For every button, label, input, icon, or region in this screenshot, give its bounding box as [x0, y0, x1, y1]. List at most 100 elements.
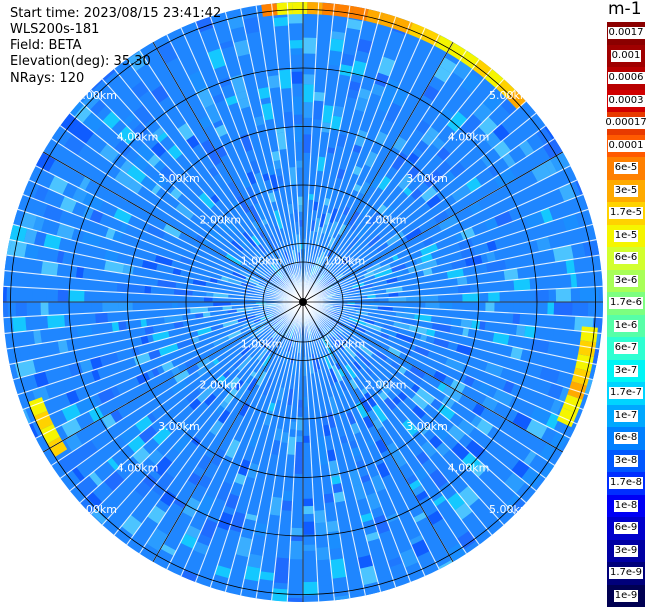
legend-entry-label: 1.7e-7 [608, 387, 644, 400]
range-gate [435, 160, 452, 177]
edge-gate [276, 2, 293, 16]
range-gate [327, 530, 342, 550]
ray-gap [302, 301, 480, 546]
range-gate [51, 125, 61, 139]
legend-entry: 1e-8 [607, 494, 645, 517]
range-gate [131, 346, 141, 357]
range-gate [186, 152, 201, 167]
ray-gap [302, 301, 547, 479]
range-gate [338, 380, 348, 392]
range-gate [397, 391, 408, 402]
range-gate [329, 547, 344, 561]
range-gate [515, 482, 530, 498]
range-gate [303, 134, 312, 153]
range-gate [68, 289, 85, 302]
range-gate [323, 212, 332, 226]
range-gate [390, 191, 409, 210]
legend-entry: 1e-5 [607, 224, 645, 247]
range-gate [181, 57, 197, 69]
range-gate [472, 462, 488, 478]
range-gate [376, 237, 387, 247]
range-gate [476, 418, 494, 436]
range-gate [354, 50, 370, 64]
range-gate [457, 394, 478, 412]
range-gate [453, 217, 473, 234]
range-gate [233, 162, 248, 182]
range-gate [2, 286, 7, 302]
legend-entry-label: 6e-6 [613, 252, 639, 265]
range-gate [89, 99, 107, 116]
range-gate [409, 365, 426, 380]
range-gate [549, 431, 569, 451]
ray-gap [302, 165, 571, 303]
range-gate [313, 264, 324, 282]
range-gate [376, 159, 393, 179]
range-gate [209, 419, 224, 436]
range-gate [541, 462, 555, 479]
range-gate [317, 251, 326, 266]
range-gate [79, 359, 94, 374]
range-gate [33, 329, 42, 345]
range-gate [493, 401, 506, 416]
range-gate [503, 268, 519, 281]
range-gate [323, 230, 330, 241]
range-gate [146, 224, 166, 240]
range-gate [277, 251, 288, 268]
range-gate [166, 484, 181, 497]
edge-gate [394, 17, 413, 34]
range-gate [478, 116, 498, 136]
range-gate [456, 276, 468, 286]
range-gate [433, 370, 447, 383]
azimuth-spoke [152, 301, 304, 562]
range-gate [392, 355, 402, 364]
range-gate [308, 194, 315, 201]
range-gate [334, 328, 348, 341]
range-gate [339, 64, 354, 77]
range-gate [237, 97, 251, 110]
range-gate [262, 378, 274, 396]
range-gate [151, 367, 160, 378]
range-gate [203, 393, 217, 407]
range-gate [303, 498, 314, 507]
range-gate [383, 396, 397, 411]
legend-entry-label: 6e-8 [613, 432, 639, 445]
ray-gap [302, 179, 578, 303]
range-gate [243, 302, 250, 306]
range-gate [349, 285, 366, 292]
ray-gap [302, 68, 493, 303]
range-gate [270, 250, 282, 267]
range-gate [359, 181, 371, 196]
range-gate [188, 397, 202, 411]
range-gate [389, 447, 408, 468]
ray-gap [302, 301, 397, 588]
range-gate [562, 213, 580, 232]
range-gate [362, 325, 374, 333]
range-gate [281, 271, 292, 286]
range-gate [271, 261, 284, 277]
range-gate [396, 272, 416, 282]
ray-gap [302, 50, 467, 303]
ray-gap [101, 301, 304, 526]
range-gate [257, 324, 266, 331]
range-gate [347, 335, 362, 348]
range-gate [196, 454, 213, 471]
range-gate [217, 409, 231, 424]
ray-gap [302, 301, 603, 319]
range-gate [317, 344, 326, 363]
range-gate [381, 406, 395, 420]
range-gate [170, 218, 189, 234]
range-gate [336, 133, 348, 148]
range-gate [293, 114, 303, 125]
ray-gap [271, 3, 304, 303]
range-gate [477, 381, 492, 396]
range-gate [327, 375, 335, 387]
range-gate [352, 376, 360, 384]
range-gate [230, 563, 247, 578]
range-gate [204, 175, 222, 194]
range-gate [158, 150, 177, 169]
range-ring-label: 4.00km [448, 131, 490, 144]
ray-gap [113, 301, 304, 536]
range-gate [328, 220, 339, 238]
legend-entry: 1.7e-6 [607, 292, 645, 315]
range-gate [217, 374, 227, 384]
